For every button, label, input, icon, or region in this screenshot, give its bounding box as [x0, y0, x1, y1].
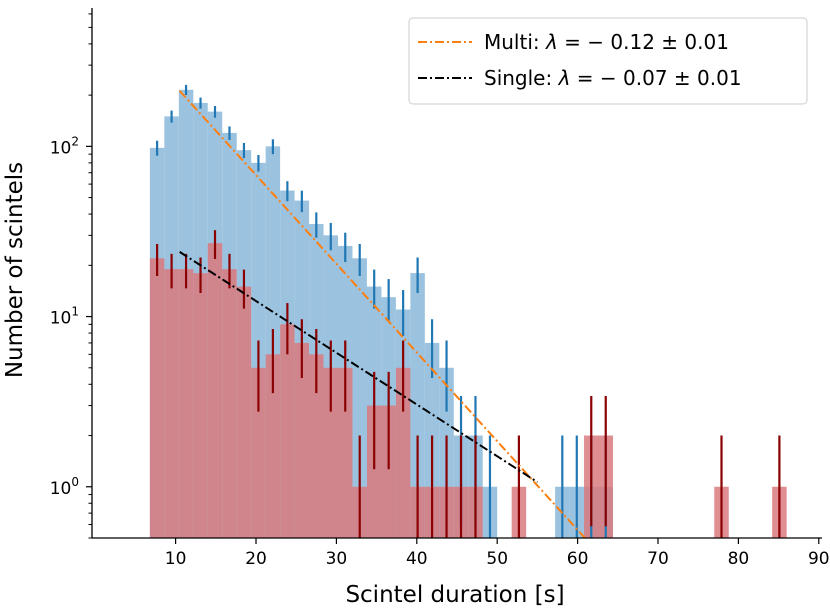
axes [91, 8, 822, 539]
single-histogram-bar [381, 405, 396, 538]
legend-frame [408, 17, 808, 105]
single-histogram-bar [149, 258, 165, 538]
single-histogram-bar [207, 243, 223, 539]
single-histogram-bar [280, 324, 295, 538]
single-histogram-bars [149, 243, 787, 539]
x-axis-ticks: 10 20 30 40 50 60 70 80 90 [165, 538, 830, 569]
multi-histogram-bar [410, 273, 425, 538]
single-histogram-bar [251, 367, 266, 538]
y-tick-label: 100 [50, 475, 79, 499]
single-histogram-bar [366, 405, 382, 538]
x-axis-label: Scintel duration [s] [345, 582, 564, 608]
x-tick-label: 10 [165, 549, 187, 569]
single-histogram-bar [193, 273, 208, 538]
legend: Multi: λ = − 0.12 ± 0.01 Single: λ = − 0… [408, 17, 808, 105]
x-tick-label: 50 [486, 549, 508, 569]
y-axis-label: Number of scintels [2, 162, 28, 378]
single-histogram-bar [164, 269, 179, 538]
fit-lines [178, 90, 586, 539]
legend-single-label: Single: λ = − 0.07 ± 0.01 [484, 66, 742, 90]
x-tick-label: 60 [567, 549, 589, 569]
single-fit-line [179, 251, 538, 483]
x-tick-label: 40 [406, 549, 428, 569]
single-histogram-bar [338, 367, 353, 538]
x-tick-label: 90 [808, 549, 830, 569]
single-histogram-bar [265, 354, 281, 538]
x-tick-label: 20 [245, 549, 267, 569]
single-histogram-bar [236, 286, 252, 538]
single-histogram-bar [294, 342, 310, 538]
x-tick-label: 30 [326, 549, 348, 569]
single-histogram-bar [178, 269, 194, 538]
single-histogram-bar [222, 269, 237, 538]
x-tick-label: 70 [647, 549, 669, 569]
y-tick-label: 101 [50, 305, 79, 329]
single-histogram-bar [309, 354, 324, 538]
single-histogram-bar [323, 367, 339, 538]
legend-multi-label: Multi: λ = − 0.12 ± 0.01 [484, 30, 729, 54]
single-errorbars [156, 230, 781, 538]
multi-fit-line [178, 90, 586, 539]
multi-histogram-bar [352, 258, 367, 538]
single-histogram-bar [395, 367, 411, 538]
y-axis-ticks: 100 101 102 [50, 13, 92, 539]
x-tick-label: 80 [728, 549, 750, 569]
y-tick-label: 102 [50, 134, 79, 158]
